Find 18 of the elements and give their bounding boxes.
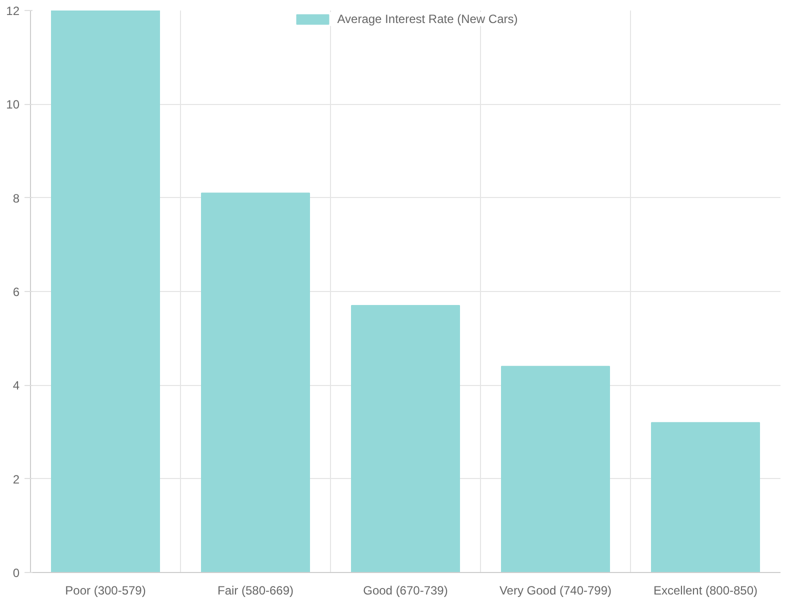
bar [51,10,160,572]
y-tick-label: 0 [12,566,20,580]
legend-label: Average Interest Rate (New Cars) [337,12,518,26]
bar [501,366,610,572]
x-tick-label: Poor (300-579) [65,584,146,598]
bar [651,422,760,572]
x-tick-label: Good (670-739) [363,584,448,598]
bar [351,305,460,572]
y-tick-label: 10 [6,98,20,112]
y-tick-label: 4 [12,378,20,393]
bar [201,192,310,572]
y-tick-label: 12 [6,4,20,18]
y-tick-label: 8 [12,191,20,206]
y-tick-label: 6 [12,285,20,299]
x-tick-label: Fair (580-669) [217,584,294,598]
x-tick-label: Very Good (740-799) [499,584,612,598]
x-tick-label: Excellent (800-850) [653,584,758,598]
y-tick-label: 2 [12,472,20,486]
